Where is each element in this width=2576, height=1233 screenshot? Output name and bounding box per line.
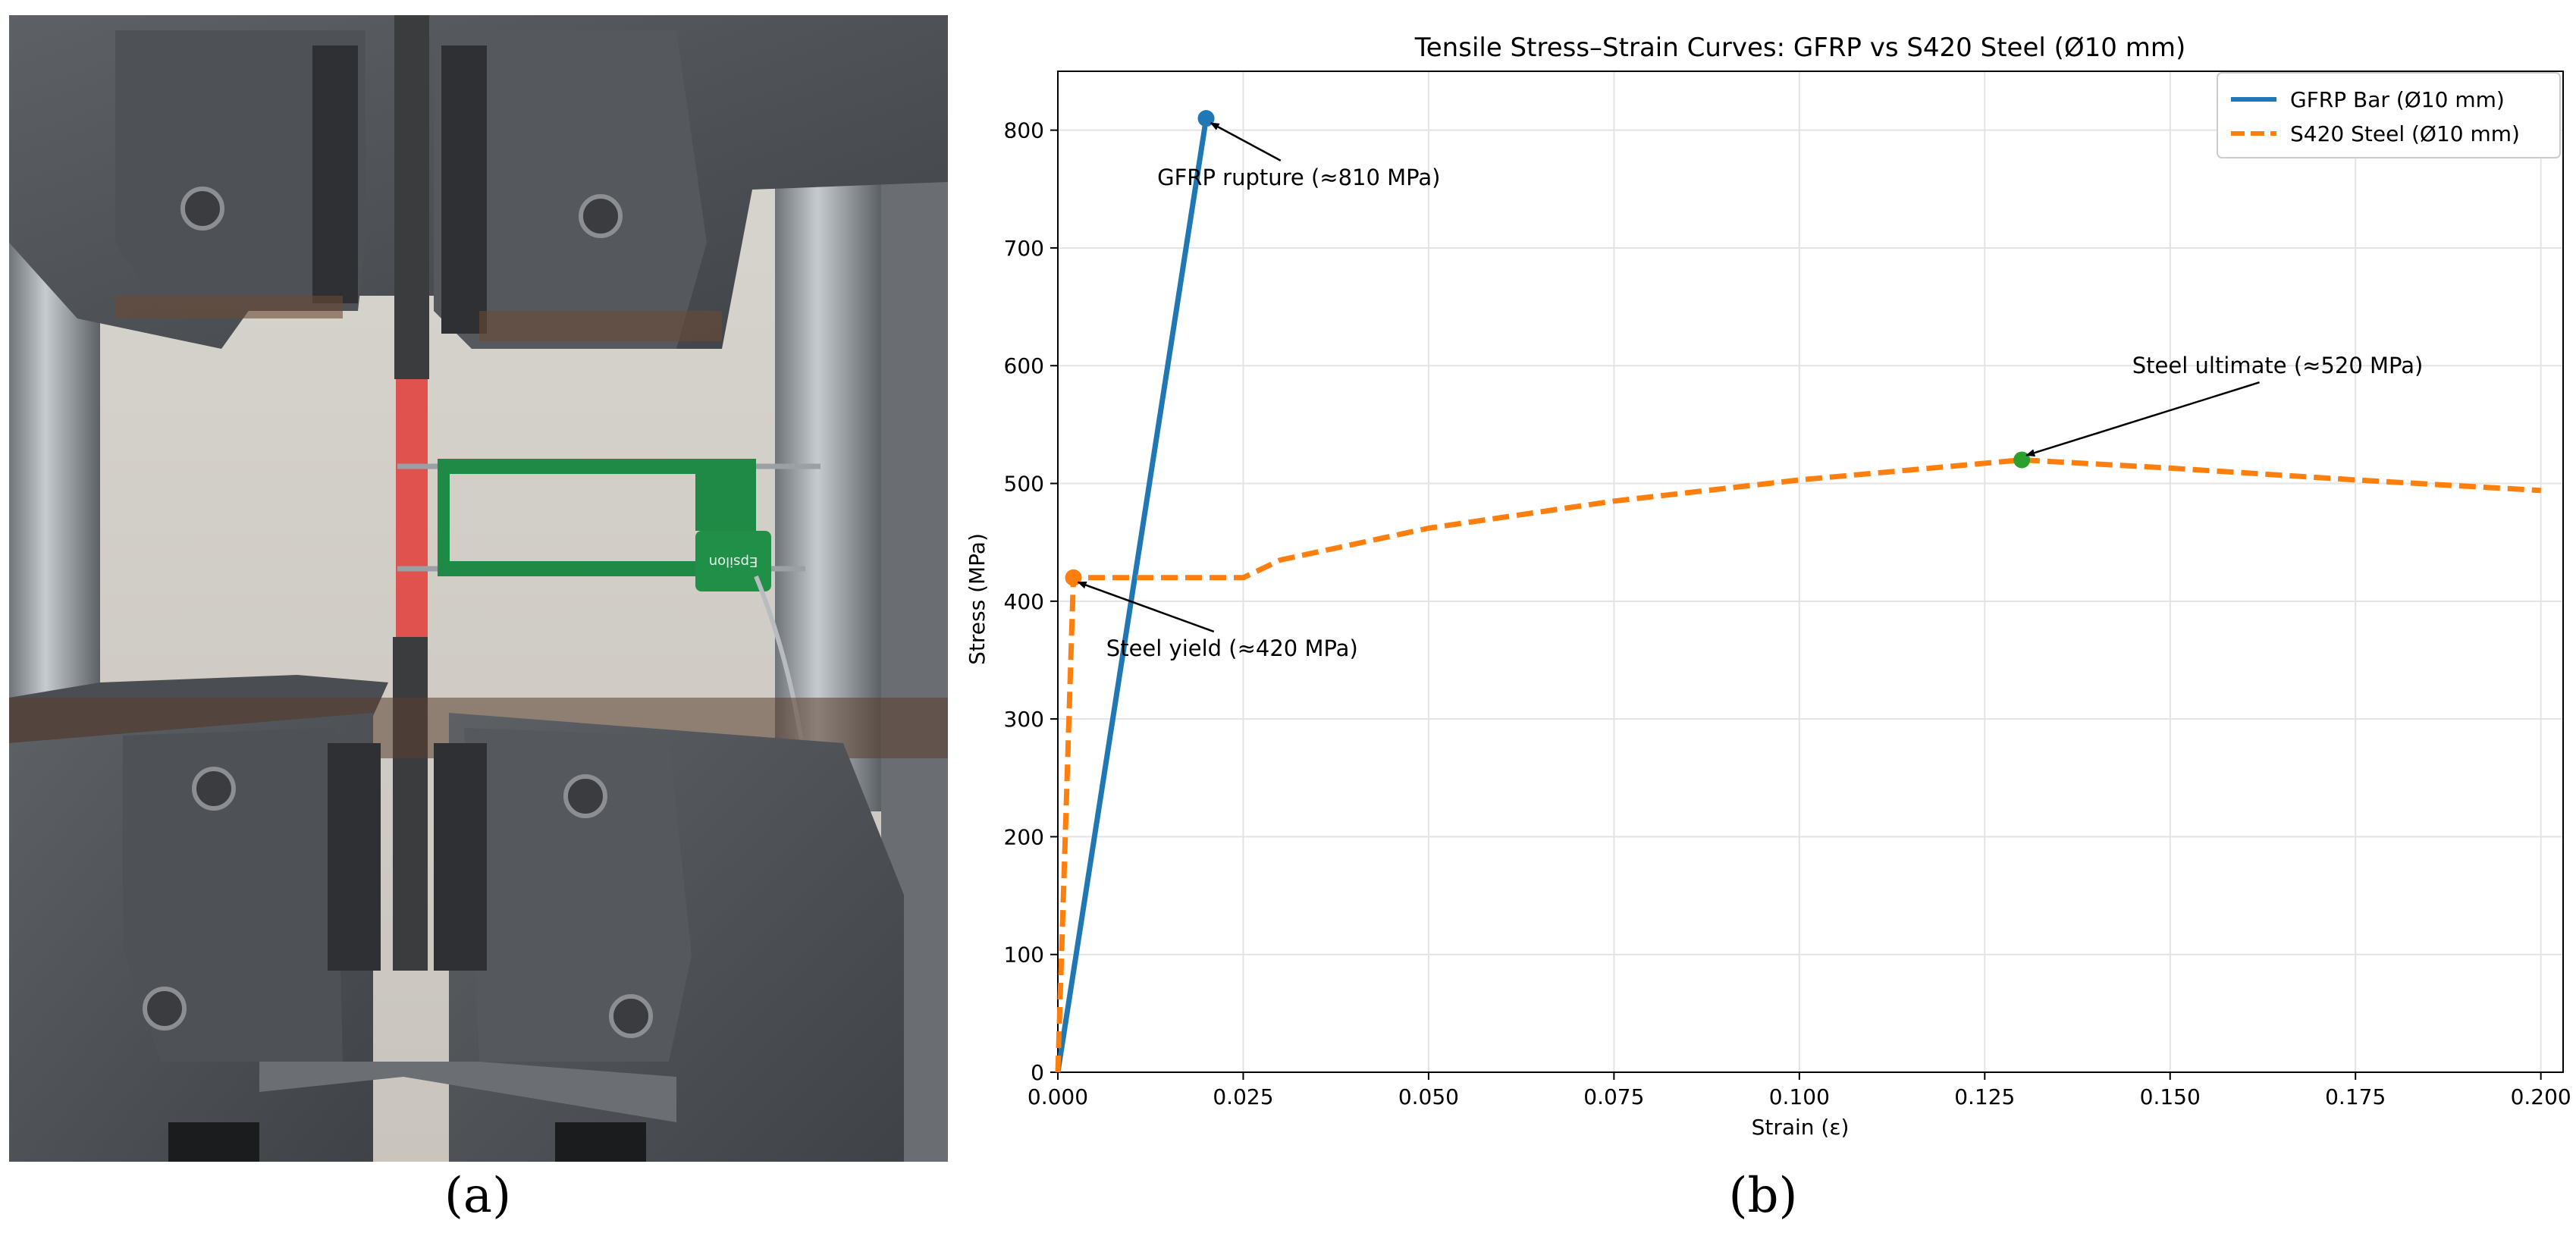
lower-right-grip [464, 728, 692, 1062]
grid-layer [1057, 71, 2563, 1073]
y-tick-label: 700 [1004, 236, 1044, 261]
annotation-text-0: GFRP rupture (≈810 MPa) [1157, 165, 1440, 190]
rust-patch [479, 311, 722, 341]
y-tick-label: 400 [1004, 589, 1044, 614]
series-layer [1055, 118, 2541, 1073]
legend: GFRP Bar (Ø10 mm) S420 Steel (Ø10 mm) [2217, 72, 2561, 158]
upper-right-jaw [441, 45, 487, 334]
y-tick-label: 200 [1004, 824, 1044, 849]
legend-box [2217, 72, 2561, 158]
bolt-lower-right-bottom [609, 994, 653, 1038]
panel-label-a: (a) [444, 1168, 512, 1224]
annotation-arrow-2 [2025, 381, 2260, 456]
plot-frame [1057, 71, 2564, 1073]
x-tick-label: 0.100 [1769, 1084, 1830, 1109]
x-tick-label: 0.050 [1398, 1084, 1459, 1109]
base-slot-right [555, 1122, 646, 1162]
specimen-red-section [396, 379, 428, 637]
extensometer-body [695, 531, 771, 591]
base-plate [259, 1062, 676, 1122]
bolt-upper-right [579, 194, 623, 238]
y-tick-label: 500 [1004, 472, 1044, 497]
extensometer-arm-bottom [438, 561, 756, 576]
bolt-lower-left-top [192, 767, 236, 811]
data-marker-0 [1197, 110, 1215, 127]
annotation-text-1: Steel yield (≈420 MPa) [1106, 635, 1358, 661]
bolt-lower-left-bottom [143, 987, 187, 1031]
x-tick-label: 0.175 [2325, 1084, 2386, 1109]
lower-left-jaw [328, 743, 381, 971]
specimen-upper [394, 15, 429, 379]
base-slot-left [168, 1122, 259, 1162]
bolt-upper-left [180, 187, 224, 231]
legend-label-steel: S420 Steel (Ø10 mm) [2290, 121, 2520, 146]
chart-title: Tensile Stress–Strain Curves: GFRP vs S4… [1414, 33, 2185, 63]
y-tick-label: 0 [1031, 1060, 1044, 1085]
x-tick-label: 0.075 [1583, 1084, 1644, 1109]
rust-patch [115, 296, 343, 318]
series-line-1 [1055, 457, 2541, 1073]
extensometer-arm-top [438, 459, 756, 474]
annotation-text-2: Steel ultimate (≈520 MPa) [2132, 353, 2424, 378]
x-tick-label: 0.150 [2140, 1084, 2201, 1109]
upper-left-jaw [312, 45, 358, 303]
legend-label-gfrp: GFRP Bar (Ø10 mm) [2290, 87, 2505, 112]
annotation-arrow-0 [1210, 122, 1282, 162]
annotation-layer: GFRP rupture (≈810 MPa) Steel yield (≈420… [1077, 122, 2424, 661]
y-tick-label: 600 [1004, 353, 1044, 378]
tensile-test-photo: Epsilon [9, 15, 948, 1162]
bolt-lower-right-top [563, 774, 607, 818]
lower-left-grip [123, 728, 343, 1062]
upper-left-grip [115, 30, 366, 311]
photo-svg: Epsilon [9, 15, 948, 1162]
series-line-0 [1055, 118, 1210, 1073]
x-tick-label: 0.200 [2511, 1084, 2571, 1109]
x-tick-label: 0.125 [1954, 1084, 2015, 1109]
specimen-lower [393, 637, 428, 971]
x-tick-label: 0.000 [1028, 1084, 1088, 1109]
y-axis-label: Stress (MPa) [965, 533, 990, 665]
panel-label-b: (b) [1728, 1168, 1798, 1224]
extensometer-side [438, 459, 450, 576]
x-tick-label: 0.025 [1213, 1084, 1273, 1109]
stress-strain-chart: Tensile Stress–Strain Curves: GFRP vs S4… [955, 0, 2576, 1183]
y-tick-label: 800 [1004, 118, 1044, 143]
y-tick-label: 300 [1004, 707, 1044, 732]
axes-layer: 0.000 0.025 0.050 0.075 0.100 0.125 0.150 0.175… [1004, 71, 2571, 1109]
chart-svg: Tensile Stress–Strain Curves: GFRP vs S4… [965, 33, 2571, 1140]
extensometer-frame [695, 470, 756, 531]
extensometer-brand: Epsilon [709, 554, 758, 569]
y-tick-label: 100 [1004, 943, 1044, 968]
annotation-arrow-1 [1077, 581, 1215, 633]
x-axis-label: Strain (ε) [1752, 1115, 1850, 1140]
lower-right-jaw [434, 743, 487, 971]
upper-right-grip [434, 30, 707, 349]
